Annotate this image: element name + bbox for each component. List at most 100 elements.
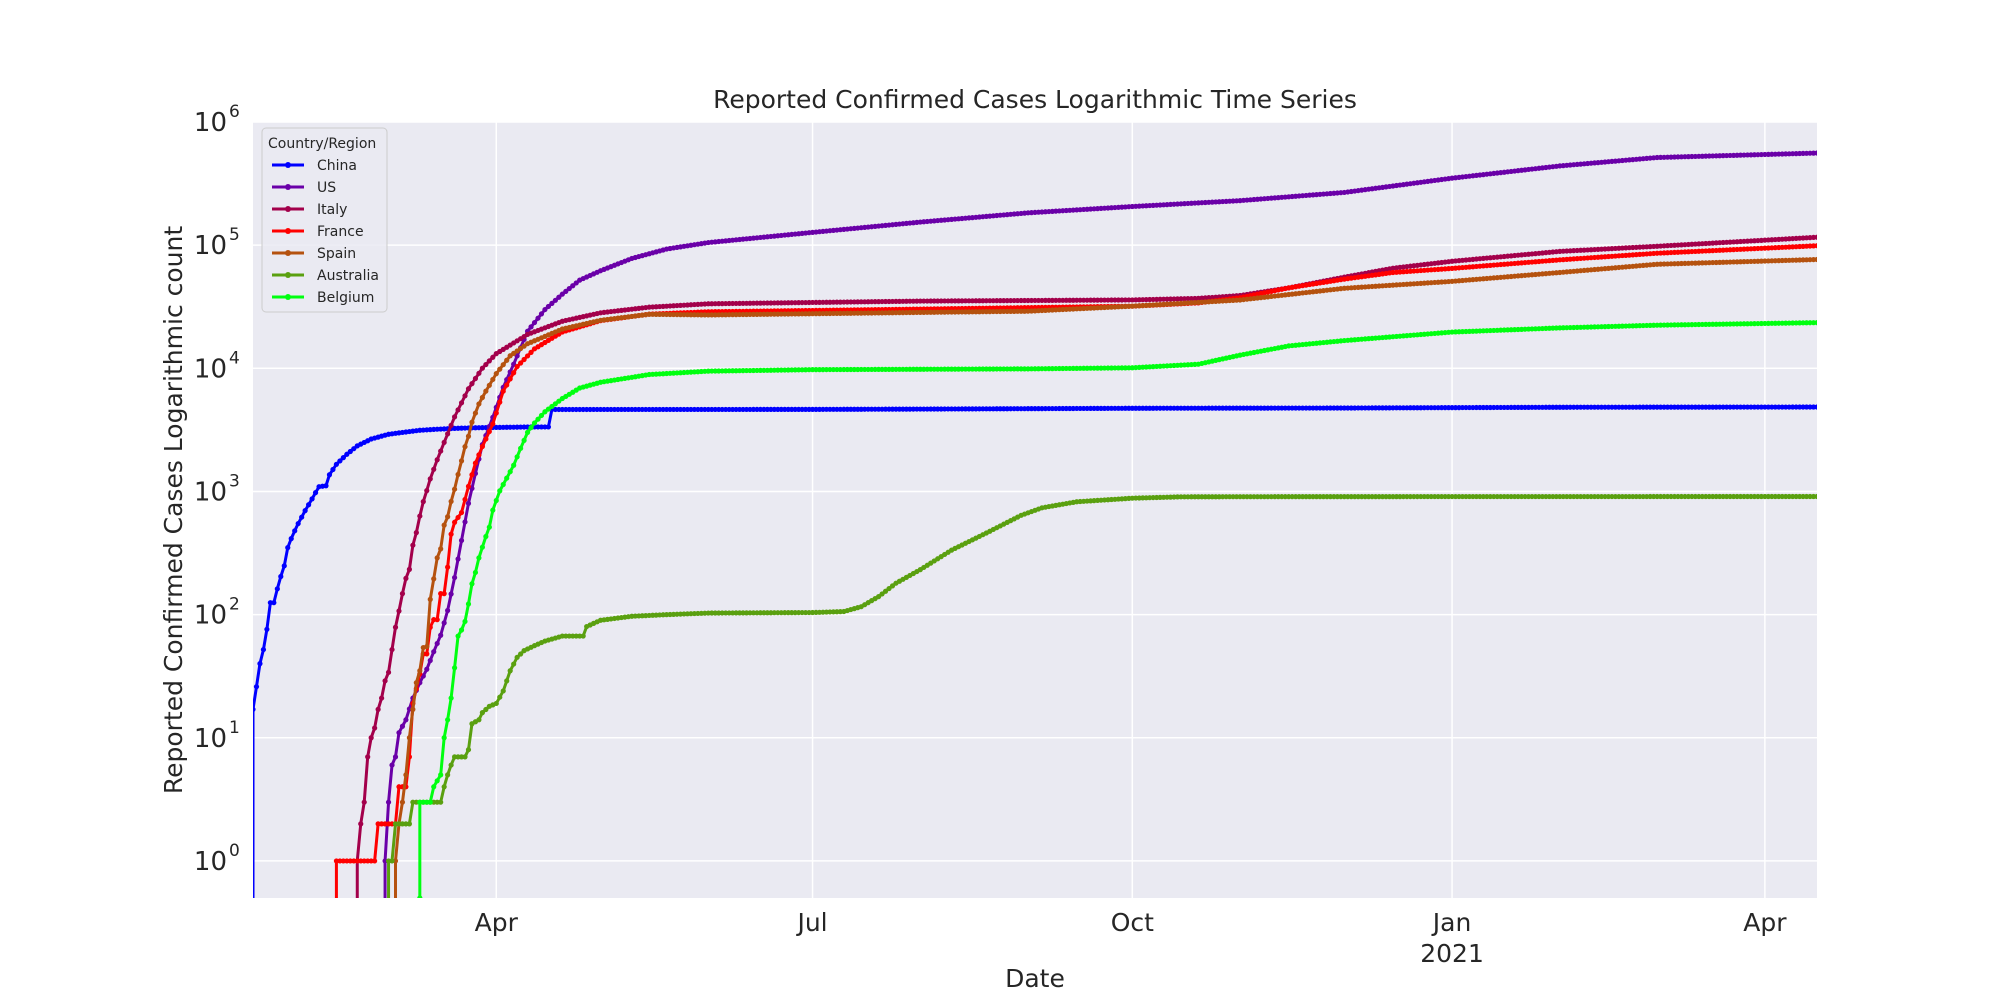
data-point	[382, 678, 388, 684]
data-point	[299, 514, 305, 520]
data-point	[451, 665, 458, 671]
data-point	[1814, 256, 1817, 263]
series-spain	[392, 256, 1817, 898]
data-point	[465, 433, 472, 439]
series-lines	[253, 150, 1817, 898]
legend-marker	[285, 184, 291, 190]
data-point	[542, 306, 548, 313]
data-point	[424, 666, 430, 672]
data-point	[465, 500, 472, 506]
data-point	[427, 596, 433, 602]
data-point	[504, 678, 510, 684]
data-point	[462, 496, 468, 503]
data-point	[465, 386, 472, 392]
data-point	[497, 399, 503, 405]
data-point	[483, 533, 489, 540]
data-point	[504, 382, 510, 388]
legend-label: Spain	[317, 246, 356, 262]
data-point	[389, 762, 395, 768]
data-point	[285, 545, 291, 551]
y-tick-base: 10	[194, 847, 227, 877]
data-point	[462, 519, 468, 525]
data-point	[438, 799, 444, 805]
data-point	[476, 401, 482, 407]
series-china	[253, 404, 1817, 898]
x-tick-sublabel: 2021	[1420, 939, 1484, 968]
data-point	[448, 531, 454, 537]
data-point	[424, 488, 430, 494]
data-point	[410, 542, 416, 548]
data-point	[295, 520, 301, 527]
data-point	[465, 747, 472, 753]
data-point	[1814, 243, 1817, 249]
data-point	[274, 586, 280, 592]
legend-marker	[285, 206, 291, 212]
data-point	[531, 319, 538, 326]
data-point	[469, 581, 475, 587]
legend-label: China	[317, 158, 357, 174]
data-point	[253, 684, 260, 690]
data-point	[438, 632, 444, 638]
data-point	[538, 412, 545, 419]
data-point	[441, 522, 447, 528]
data-point	[455, 407, 461, 413]
data-point	[375, 706, 381, 712]
y-tick-exponent: 1	[229, 718, 240, 738]
data-point	[559, 291, 565, 297]
data-point	[556, 294, 562, 300]
data-point	[306, 502, 312, 508]
data-point	[504, 475, 510, 481]
y-tick-exponent: 3	[229, 471, 240, 491]
y-tick-exponent: 2	[229, 595, 240, 615]
data-point	[514, 454, 520, 460]
data-point	[476, 555, 482, 561]
data-point	[445, 717, 451, 723]
data-point	[486, 382, 492, 388]
data-point	[535, 416, 541, 422]
x-tick-label: Jul	[795, 908, 827, 937]
data-point	[469, 381, 475, 387]
data-point	[434, 555, 440, 561]
data-point	[497, 694, 503, 700]
data-point	[524, 429, 531, 435]
data-point	[340, 455, 346, 461]
data-point	[549, 300, 555, 306]
data-point	[399, 799, 406, 805]
data-point	[427, 476, 433, 482]
data-point	[455, 633, 461, 639]
data-point	[545, 303, 552, 310]
data-point	[434, 457, 440, 463]
legend-item-us: US	[272, 180, 336, 196]
data-point	[434, 617, 440, 623]
data-point	[455, 514, 461, 521]
data-point	[476, 370, 482, 376]
data-point	[312, 490, 319, 496]
data-point	[524, 353, 531, 359]
data-point	[403, 772, 409, 778]
data-point	[500, 688, 506, 694]
legend: Country/Region China US Italy France Spain Au…	[261, 127, 388, 313]
legend-label: Italy	[317, 202, 347, 218]
data-point	[441, 620, 447, 626]
data-point	[483, 361, 489, 368]
data-point	[399, 591, 406, 597]
data-point	[281, 563, 287, 569]
data-point	[458, 627, 465, 633]
data-point	[323, 483, 329, 489]
legend-marker	[285, 228, 291, 234]
y-tick-base: 10	[194, 231, 227, 261]
data-point	[431, 784, 437, 790]
x-tick-label: Apr	[1743, 908, 1787, 937]
data-point	[406, 735, 412, 741]
legend-title: Country/Region	[268, 136, 376, 152]
data-point	[479, 365, 485, 371]
data-point	[493, 497, 499, 504]
data-point	[528, 425, 534, 431]
data-point	[403, 717, 409, 723]
series-belgium	[417, 320, 1817, 898]
legend-label: Australia	[317, 268, 379, 284]
data-point	[476, 717, 482, 723]
data-point	[271, 600, 277, 606]
